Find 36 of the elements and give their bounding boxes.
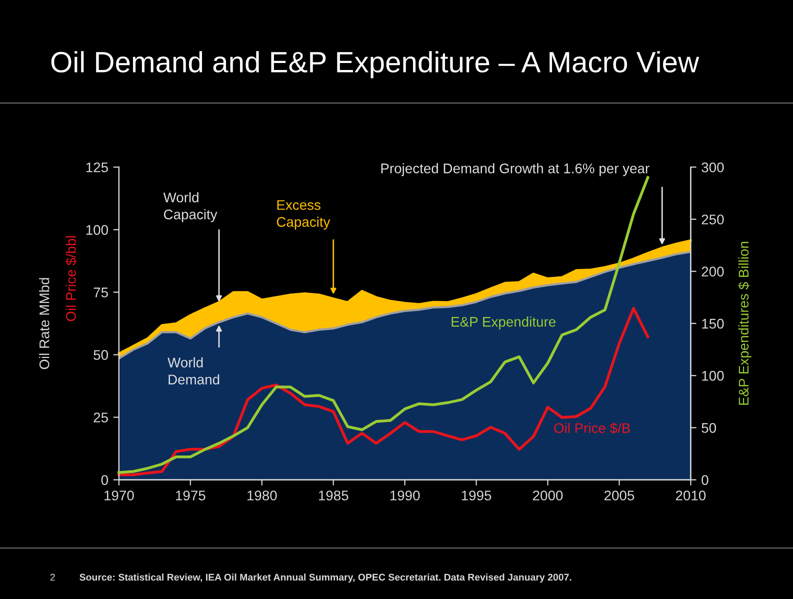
source-note: Source: Statistical Review, IEA Oil Market Annual Summary, OPEC Secretariat. Data Revised January 2007. <box>80 574 572 583</box>
x-tick-label: 2010 <box>676 490 706 500</box>
series-label: Oil Price $/B <box>554 422 630 434</box>
y-tick-label: 0 <box>101 475 108 485</box>
line-series <box>118 176 650 474</box>
x-tick-label: 2000 <box>533 490 563 500</box>
y2-tick-label: 150 <box>702 318 724 329</box>
annotation: World Capacity <box>163 192 218 222</box>
x-tick-label: 2005 <box>604 490 634 500</box>
annotation: Excess Capacity <box>276 200 330 230</box>
x-tick-label: 1985 <box>318 490 348 500</box>
y2-axis-title: E&P Expenditures $ Billion <box>738 242 752 405</box>
x-tick-label: 1990 <box>390 490 420 500</box>
y2-tick-label: 250 <box>702 214 724 224</box>
line-series <box>118 307 650 476</box>
y2-tick-label: 50 <box>702 423 716 433</box>
x-tick-label: 1980 <box>248 490 277 500</box>
y2-tick-label: 100 <box>702 370 724 381</box>
y-tick-label: 25 <box>94 412 108 422</box>
y-tick-label: 75 <box>94 288 108 298</box>
annotation: Projected Demand Growth at 1.6% per year <box>381 163 650 176</box>
y-tick-label: 125 <box>86 162 108 172</box>
annotation: World Demand <box>168 357 220 384</box>
text: 2 <box>50 574 55 581</box>
chart-title: Oil Demand and E&P Expenditure – A Macro View <box>51 51 700 78</box>
y-tick-label: 100 <box>86 224 108 235</box>
y-tick-label: 50 <box>94 350 108 360</box>
text: Oil Price $/bbl <box>65 236 77 322</box>
x-tick-label: 1970 <box>104 490 134 500</box>
y2-tick-label: 300 <box>702 162 724 172</box>
x-tick-label: 1975 <box>176 490 206 500</box>
series-label: E&P Expenditure <box>452 316 556 330</box>
x-tick-label: 1995 <box>462 490 492 500</box>
y-axis-title: Oil Rate MMbd <box>39 278 50 370</box>
y2-tick-label: 0 <box>702 475 708 485</box>
y2-tick-label: 200 <box>702 266 724 277</box>
